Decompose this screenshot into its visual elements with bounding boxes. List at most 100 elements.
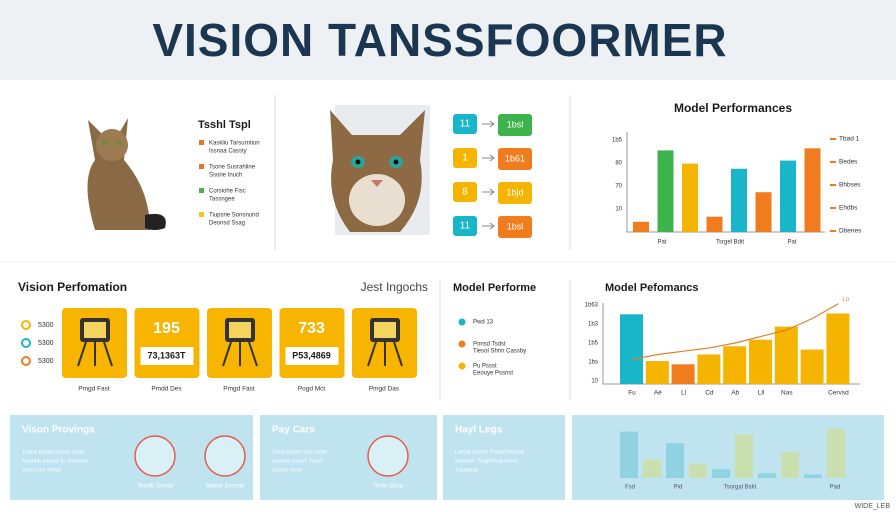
- list-text: Pu Pssst: [473, 364, 497, 370]
- input-label: 11: [460, 119, 471, 130]
- y-tick-label: 70: [615, 184, 622, 190]
- legend-text: Issnaa Cassty: [209, 149, 247, 155]
- arrow: [482, 222, 495, 230]
- output-label: 1bsl: [507, 119, 524, 129]
- bar: [735, 434, 753, 478]
- y-tick-label: 1b5: [588, 341, 599, 347]
- card-text: Tsnal pmyer sssi oshle: [272, 449, 327, 455]
- card-icon: [134, 435, 176, 477]
- section-subtitle: Jest Ingochs: [361, 280, 428, 294]
- x-tick-label: Lll: [758, 390, 765, 397]
- legend-text: Tsone Susrahline: [209, 165, 256, 171]
- bar: [682, 163, 698, 232]
- list-text: Ponsd Tsdst: [473, 342, 506, 348]
- bar: [800, 349, 824, 384]
- bar: [774, 326, 798, 384]
- x-tick-label: Cervsd: [828, 390, 849, 397]
- legend-text: Ehdbs: [839, 205, 858, 212]
- card-icon: [367, 435, 409, 477]
- card-icon: [204, 435, 246, 477]
- card: [279, 308, 345, 378]
- card-label: Pogd Mct: [298, 386, 326, 393]
- bar: [645, 361, 669, 384]
- stand-icon: [77, 341, 113, 367]
- output-label: 1b61: [505, 153, 525, 163]
- x-tick-label: Ab: [731, 390, 739, 397]
- legend-text: Bedes: [839, 159, 858, 166]
- bar: [758, 473, 776, 478]
- output-box: [498, 148, 532, 170]
- y-tick-label: 1b5: [612, 138, 623, 144]
- x-tick-label: Ll: [681, 390, 687, 397]
- x-tick-label: Pid: [674, 485, 683, 491]
- stand-icon: [367, 341, 403, 367]
- output-box: [498, 216, 532, 238]
- stand-icon: [222, 341, 258, 367]
- monitor-screen: [374, 322, 396, 338]
- bar: [671, 364, 695, 384]
- x-tick-label: Pad: [830, 485, 841, 491]
- bar: [749, 339, 772, 384]
- card-text: Tosaessd: [455, 467, 478, 473]
- trend-line: [631, 303, 839, 360]
- legend-text: Tassngee: [209, 197, 235, 203]
- bar: [633, 221, 649, 232]
- header-band: [0, 0, 896, 80]
- legend-text: Tbad 1: [839, 136, 860, 143]
- info-card: [443, 415, 565, 500]
- card-detail: P53,4869: [292, 350, 331, 360]
- y-tick-label: 1bs: [588, 360, 598, 366]
- legend-text: Dbenes: [839, 228, 862, 235]
- card-text: Lsesie Nseter Pasnd Neand: [455, 449, 523, 455]
- x-tick-label: Cd: [705, 390, 714, 397]
- legend-text: Kaskliu Tarsurntiun: [209, 141, 260, 147]
- list-icon: [458, 362, 466, 370]
- card-text: Nasnhp seaeur lis shensne: [22, 458, 88, 464]
- x-tick-label: Nas: [781, 390, 793, 397]
- legend-text: Corsiohe Fisc: [209, 189, 246, 195]
- monitor-screen: [84, 322, 106, 338]
- legend-swatch: [199, 212, 204, 217]
- card-detail-box: [140, 347, 194, 365]
- footer: WIDE_LEB: [855, 503, 891, 510]
- input-label: 8: [462, 187, 468, 198]
- x-tick-label: Pat: [657, 240, 666, 246]
- y-tick-label: 10: [615, 207, 622, 213]
- bar: [643, 459, 661, 478]
- bar: [689, 463, 707, 478]
- card-caption: Tenlo Sbsp: [373, 484, 403, 490]
- x-tick-label: Aé: [654, 390, 662, 397]
- bar: [780, 160, 796, 232]
- legend-text: Tiupsrie Sonsnund: [209, 213, 259, 219]
- input-box: [453, 182, 477, 202]
- stat-icon: [21, 320, 31, 330]
- bar: [804, 148, 821, 232]
- y-tick-label: 10: [591, 379, 598, 385]
- bar: [781, 451, 799, 478]
- list-text: Pwd 13: [473, 320, 494, 326]
- arrow: [482, 154, 495, 162]
- y-tick-label: 1b3: [588, 322, 599, 328]
- y-tick-label: 1b63: [585, 303, 599, 309]
- peak-label: Lo: [842, 297, 849, 303]
- x-tick-label: Pat: [787, 240, 796, 246]
- input-box: [453, 148, 477, 168]
- input-box: [453, 216, 477, 236]
- output-box: [498, 182, 532, 204]
- section-title: Vision Perfomation: [18, 280, 127, 294]
- card-caption: Sdobe Ssesod: [205, 484, 244, 490]
- bar: [620, 314, 643, 384]
- bar: [827, 428, 845, 478]
- output-label: 1bsl: [507, 221, 524, 231]
- card-text: Voul ssne ihesg: [22, 467, 61, 473]
- legend-swatch: [199, 140, 204, 145]
- title: VISION TANSSFOORMER: [152, 14, 727, 66]
- card-caption: Tesldb Ssodd: [137, 484, 173, 490]
- card-text: Sesnme Tsngsrhsal Nand: [455, 458, 518, 464]
- bar: [755, 192, 772, 232]
- list-text: Tiesol Shnn Cassby: [473, 349, 526, 355]
- bar: [804, 474, 822, 478]
- card-label: Pmgd Fast: [78, 386, 110, 393]
- stat-value: 5300: [38, 358, 54, 365]
- legend-text: Bhbses: [839, 182, 861, 189]
